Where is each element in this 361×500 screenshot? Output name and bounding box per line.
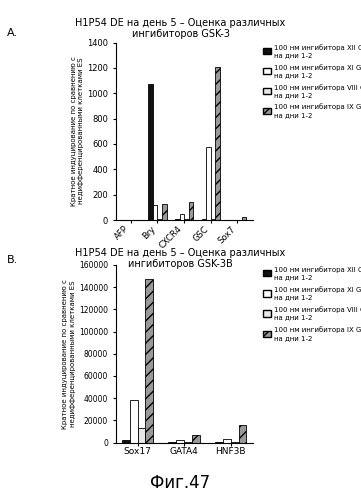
Text: А.: А. (7, 28, 18, 38)
Bar (145, 280, 153, 442)
Text: H1P54 DE на день 5 – Оценка различных
ингибиторов GSK-3: H1P54 DE на день 5 – Оценка различных ин… (75, 18, 286, 39)
Legend: 100 нм ингибитора XII GSK-3
на дни 1-2, 100 нм ингибитора XI GSK-3
на дни 1-2, 1: 100 нм ингибитора XII GSK-3 на дни 1-2, … (262, 265, 361, 342)
Text: H1P54 DE на день 5 – Оценка различных
ингибиторов GSK-3В: H1P54 DE на день 5 – Оценка различных ин… (75, 248, 286, 269)
Bar (239, 425, 247, 442)
Bar (162, 204, 166, 220)
Bar (202, 218, 206, 220)
Bar (206, 147, 211, 220)
Bar (215, 66, 220, 220)
Bar (153, 205, 157, 220)
Y-axis label: Кратное индуцирование по сравнению с
недифференцированными клетками ES: Кратное индуцирование по сравнению с нед… (71, 56, 84, 206)
Y-axis label: Кратное индуцирование по сравнению с
недифференцированными клетками ES: Кратное индуцирование по сравнению с нед… (62, 279, 76, 428)
Bar (130, 400, 138, 442)
Bar (223, 439, 231, 442)
Text: Фиг.47: Фиг.47 (151, 474, 210, 492)
Bar (242, 217, 247, 220)
Bar (122, 440, 130, 442)
Bar (148, 84, 153, 220)
Legend: 100 нм ингибитора XII GSK-3
на дни 1-2, 100 нм ингибитора XI GSK-3
на дни 1-2, 1: 100 нм ингибитора XII GSK-3 на дни 1-2, … (262, 42, 361, 120)
Bar (189, 202, 193, 220)
Text: В.: В. (7, 255, 18, 265)
Bar (179, 214, 184, 220)
Bar (176, 440, 184, 442)
Bar (192, 434, 200, 442)
Bar (138, 428, 145, 442)
